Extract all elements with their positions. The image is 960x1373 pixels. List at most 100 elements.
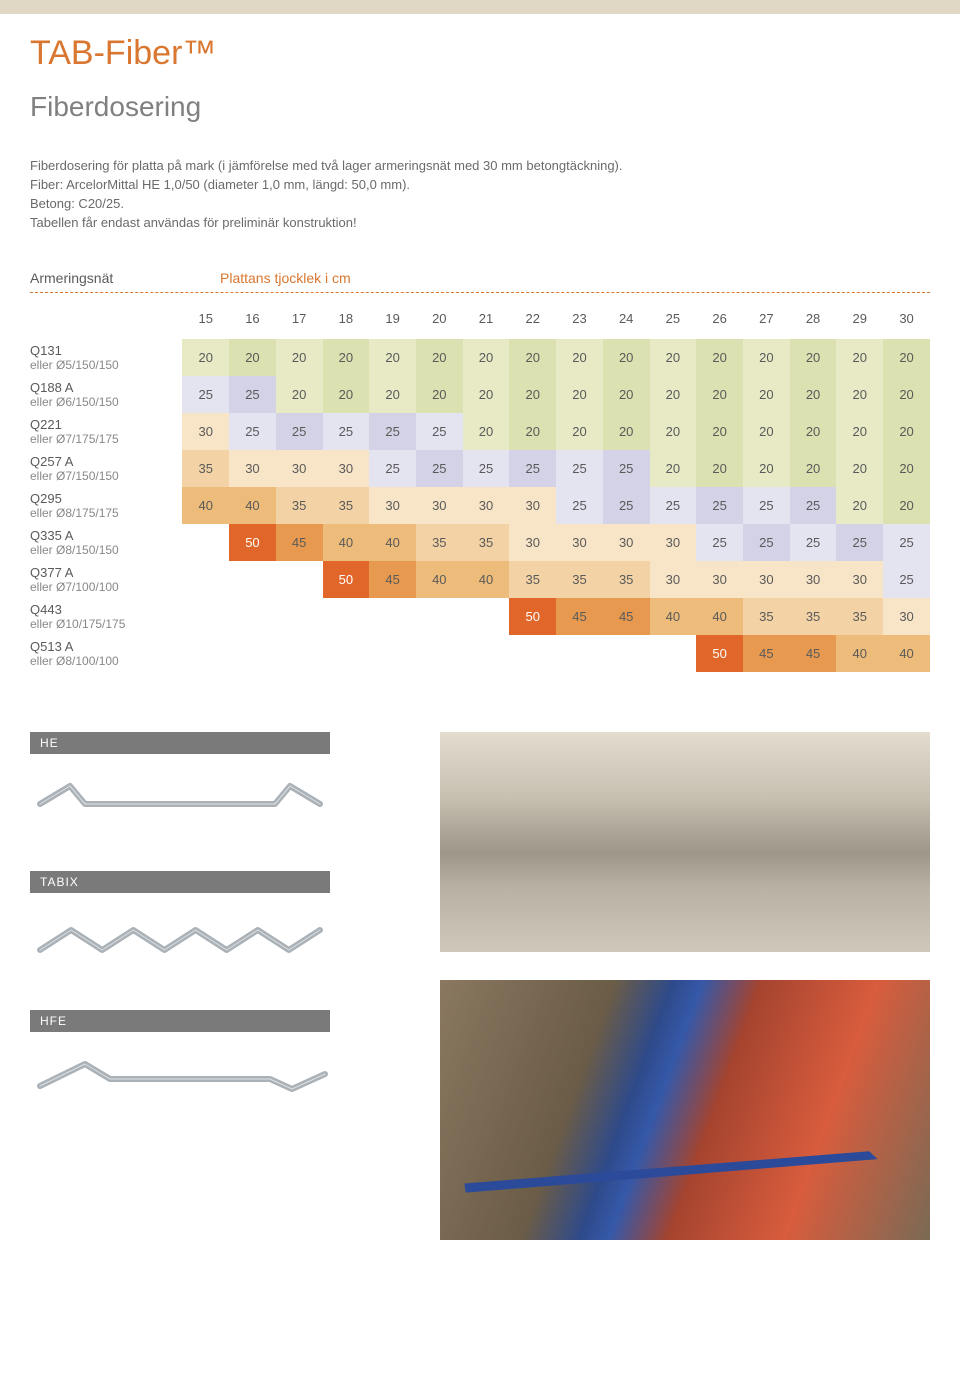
dosing-cell xyxy=(369,598,416,635)
dosing-cell: 20 xyxy=(836,487,883,524)
dosing-cell: 25 xyxy=(323,413,370,450)
table-row: Q377 Aeller Ø7/100/100504540403535353030… xyxy=(30,561,930,598)
row-header: Q335 Aeller Ø8/150/150 xyxy=(30,524,182,561)
dosing-cell: 45 xyxy=(743,635,790,672)
dosing-cell: 20 xyxy=(883,339,930,376)
dosing-cell: 35 xyxy=(556,561,603,598)
dosing-cell: 25 xyxy=(883,524,930,561)
dosing-cell xyxy=(276,561,323,598)
table-row: Q257 Aeller Ø7/150/150353030302525252525… xyxy=(30,450,930,487)
dosing-cell: 40 xyxy=(229,487,276,524)
dosing-cell: 20 xyxy=(696,339,743,376)
dosing-table-wrap: Armeringsnät Plattans tjocklek i cm 1516… xyxy=(30,270,930,672)
dosing-cell xyxy=(463,635,510,672)
dosing-cell: 20 xyxy=(182,339,229,376)
dosing-cell: 40 xyxy=(836,635,883,672)
dosing-cell: 35 xyxy=(276,487,323,524)
column-header: 25 xyxy=(650,303,697,339)
column-header: 28 xyxy=(790,303,837,339)
photo-warehouse-floor xyxy=(440,732,930,952)
dosing-cell: 30 xyxy=(556,524,603,561)
row-header: Q295eller Ø8/175/175 xyxy=(30,487,182,524)
intro-line: Betong: C20/25. xyxy=(30,195,930,214)
fiber-block-tabix: TABIX xyxy=(30,871,400,970)
dosing-cell xyxy=(603,635,650,672)
row-header: Q131eller Ø5/150/150 xyxy=(30,339,182,376)
dosing-cell: 40 xyxy=(650,598,697,635)
row-header: Q188 Aeller Ø6/150/150 xyxy=(30,376,182,413)
dosing-cell: 25 xyxy=(463,450,510,487)
dosing-cell: 45 xyxy=(276,524,323,561)
dosing-cell: 20 xyxy=(836,376,883,413)
dosing-cell: 20 xyxy=(883,413,930,450)
intro-line: Fiberdosering för platta på mark (i jämf… xyxy=(30,157,930,176)
dosing-cell: 25 xyxy=(369,450,416,487)
fiber-shape-he-icon xyxy=(30,766,400,831)
dosing-cell: 40 xyxy=(696,598,743,635)
dosing-cell: 30 xyxy=(369,487,416,524)
dosing-cell: 20 xyxy=(650,339,697,376)
dosing-cell: 40 xyxy=(463,561,510,598)
dosing-cell: 35 xyxy=(463,524,510,561)
dosing-cell: 20 xyxy=(463,339,510,376)
dosing-cell: 20 xyxy=(883,487,930,524)
dosing-cell: 35 xyxy=(743,598,790,635)
dosing-cell: 20 xyxy=(650,413,697,450)
table-row: Q295eller Ø8/175/17540403535303030302525… xyxy=(30,487,930,524)
dosing-cell: 20 xyxy=(369,376,416,413)
intro-block: Fiberdosering för platta på mark (i jämf… xyxy=(30,157,930,232)
section-title: Fiberdosering xyxy=(30,91,930,123)
dosing-table: 15161718192021222324252627282930 Q131ell… xyxy=(30,303,930,672)
dosing-cell: 20 xyxy=(229,339,276,376)
dosing-cell: 20 xyxy=(276,376,323,413)
dosing-cell: 20 xyxy=(790,339,837,376)
table-row: Q131eller Ø5/150/15020202020202020202020… xyxy=(30,339,930,376)
photo-steel-production xyxy=(440,980,930,1240)
row-header: Q221eller Ø7/175/175 xyxy=(30,413,182,450)
fiber-label: TABIX xyxy=(30,871,330,893)
dosing-cell xyxy=(323,635,370,672)
dosing-cell: 25 xyxy=(603,487,650,524)
dosing-cell: 25 xyxy=(416,450,463,487)
dosing-cell: 35 xyxy=(182,450,229,487)
dosing-cell: 30 xyxy=(276,450,323,487)
dosing-cell xyxy=(509,635,556,672)
column-header: 26 xyxy=(696,303,743,339)
dosing-cell: 40 xyxy=(416,561,463,598)
dosing-cell xyxy=(650,635,697,672)
dosing-cell: 20 xyxy=(323,339,370,376)
intro-line: Tabellen får endast användas för prelimi… xyxy=(30,214,930,233)
dosing-cell: 25 xyxy=(182,376,229,413)
table-row: Q335 Aeller Ø8/150/150504540403535303030… xyxy=(30,524,930,561)
dosing-cell: 30 xyxy=(509,524,556,561)
dosing-cell xyxy=(229,598,276,635)
dosing-cell: 25 xyxy=(836,524,883,561)
table-row: Q188 Aeller Ø6/150/150252520202020202020… xyxy=(30,376,930,413)
row-header: Q377 Aeller Ø7/100/100 xyxy=(30,561,182,598)
dosing-cell: 30 xyxy=(229,450,276,487)
dosing-cell: 20 xyxy=(743,450,790,487)
dosing-cell: 20 xyxy=(556,413,603,450)
dosing-cell: 25 xyxy=(276,413,323,450)
row-header: Q513 Aeller Ø8/100/100 xyxy=(30,635,182,672)
row-header: Q257 Aeller Ø7/150/150 xyxy=(30,450,182,487)
dosing-cell: 20 xyxy=(790,413,837,450)
dosing-cell: 20 xyxy=(603,339,650,376)
dosing-cell: 20 xyxy=(509,376,556,413)
dosing-cell: 20 xyxy=(696,376,743,413)
dosing-cell: 20 xyxy=(323,376,370,413)
dosing-cell: 20 xyxy=(276,339,323,376)
dosing-cell: 40 xyxy=(323,524,370,561)
column-header: 17 xyxy=(276,303,323,339)
dosing-cell: 25 xyxy=(603,450,650,487)
intro-line: Fiber: ArcelorMittal HE 1,0/50 (diameter… xyxy=(30,176,930,195)
dosing-cell: 35 xyxy=(416,524,463,561)
dosing-cell: 20 xyxy=(883,376,930,413)
dosing-cell: 20 xyxy=(463,413,510,450)
dosing-cell xyxy=(416,635,463,672)
dosing-cell: 20 xyxy=(743,376,790,413)
dosing-cell: 20 xyxy=(696,450,743,487)
dosing-cell: 35 xyxy=(836,598,883,635)
dosing-cell: 20 xyxy=(696,413,743,450)
column-header: 15 xyxy=(182,303,229,339)
